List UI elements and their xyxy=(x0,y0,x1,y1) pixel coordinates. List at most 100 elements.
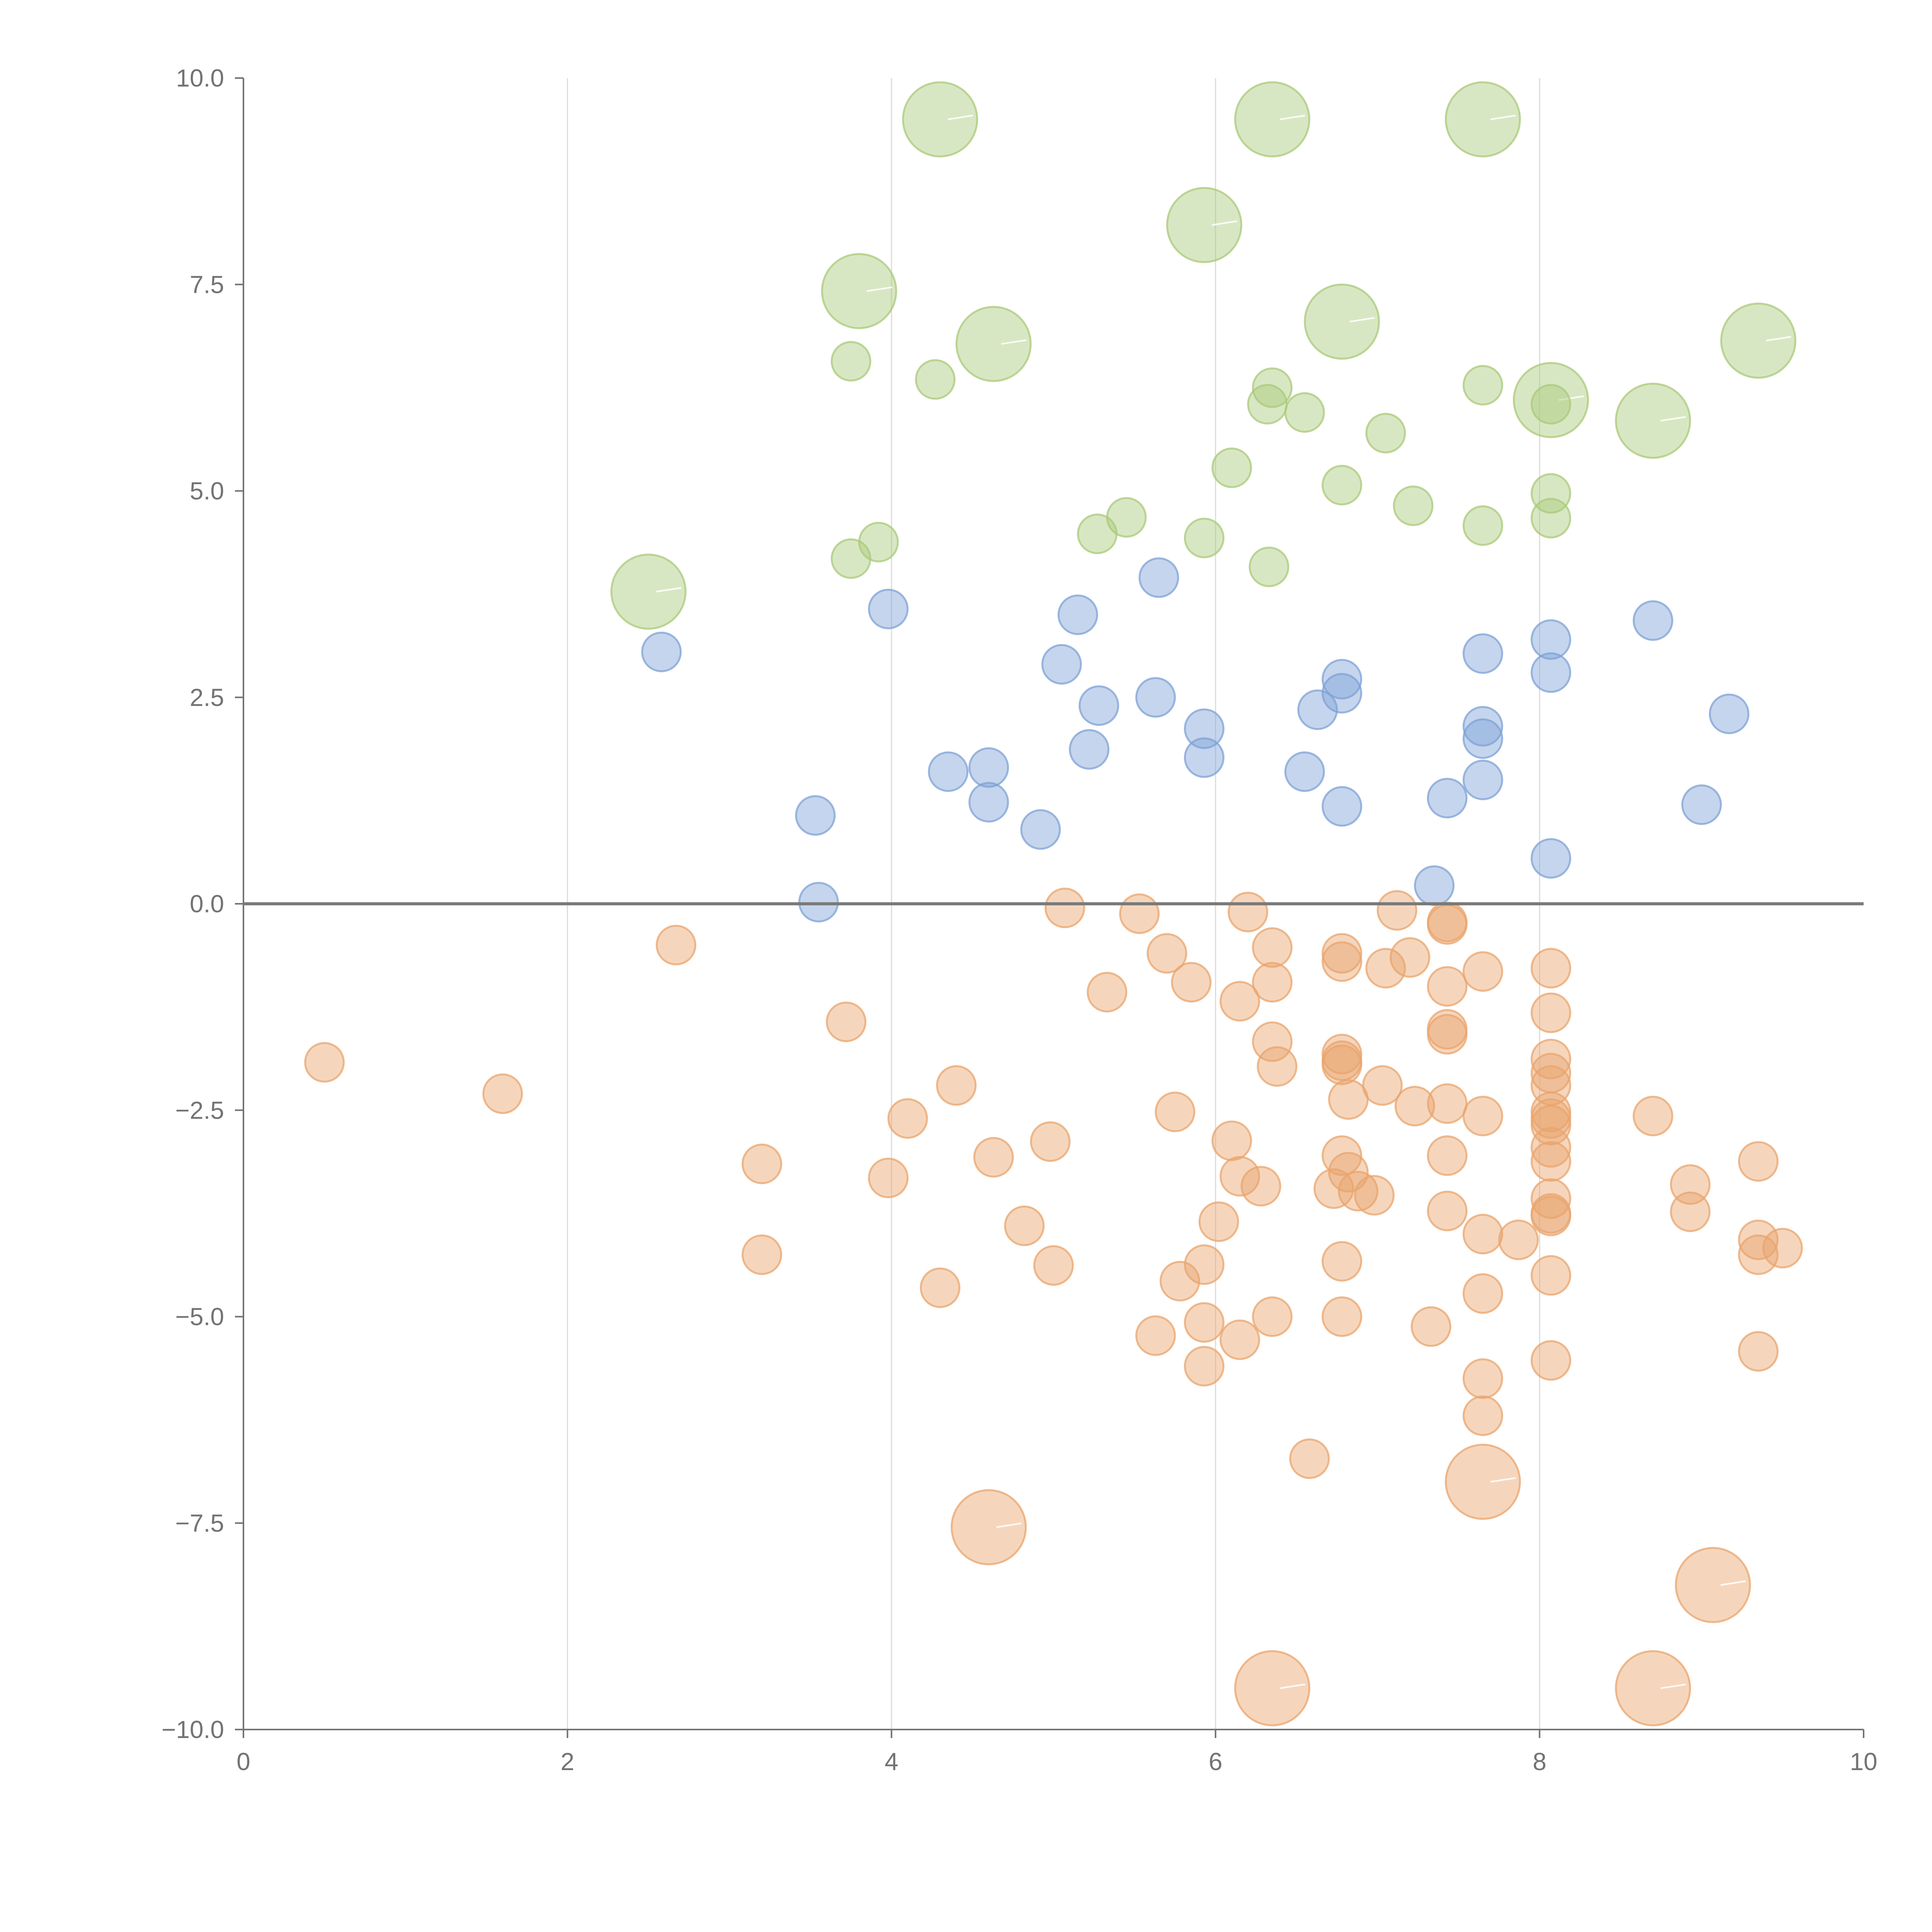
data-point xyxy=(1252,927,1293,968)
data-point xyxy=(1738,1331,1779,1372)
y-tick-label: −7.5 xyxy=(175,1509,224,1537)
data-point xyxy=(1077,514,1118,554)
data-point xyxy=(1463,718,1503,759)
data-point xyxy=(1328,1079,1369,1120)
data-point xyxy=(795,795,836,836)
data-point xyxy=(1463,633,1503,674)
data-point xyxy=(1633,1095,1673,1136)
label-leader-line xyxy=(656,587,682,593)
data-point xyxy=(1463,1095,1503,1136)
data-point xyxy=(1135,1315,1176,1356)
data-point xyxy=(1463,365,1503,406)
data-point xyxy=(1681,784,1722,825)
data-point xyxy=(1321,673,1362,714)
data-point xyxy=(656,925,697,966)
data-point xyxy=(1531,1178,1571,1219)
large-point xyxy=(951,1489,1027,1565)
x-tick-label: 10 xyxy=(1850,1748,1877,1776)
data-point xyxy=(641,631,682,672)
label-leader-line xyxy=(867,286,892,292)
data-point xyxy=(1531,1141,1571,1182)
large-point xyxy=(610,553,687,630)
data-point xyxy=(742,1234,782,1275)
label-leader-line xyxy=(1660,1684,1686,1689)
data-point xyxy=(1531,619,1571,660)
data-point xyxy=(304,1042,345,1083)
data-point xyxy=(1531,1127,1571,1168)
label-leader-line xyxy=(1280,114,1305,120)
label-leader-line xyxy=(1001,339,1027,345)
data-point xyxy=(1427,1190,1468,1231)
large-point xyxy=(1445,1444,1521,1520)
data-point xyxy=(1531,1196,1571,1236)
y-tick-label: 0.0 xyxy=(190,890,224,918)
data-point xyxy=(1321,786,1362,827)
y-tick-label: 10.0 xyxy=(176,64,224,92)
data-point xyxy=(1531,384,1571,425)
data-point xyxy=(936,1065,977,1106)
x-tick-label: 4 xyxy=(884,1748,898,1776)
data-point xyxy=(830,341,871,382)
data-point xyxy=(1328,1152,1369,1193)
data-point xyxy=(1321,941,1362,982)
y-tick-label: 7.5 xyxy=(190,270,224,298)
data-point xyxy=(1033,1245,1074,1286)
data-point xyxy=(1389,937,1430,978)
data-point xyxy=(1427,777,1468,818)
data-point xyxy=(1044,888,1085,929)
y-tick-label: −2.5 xyxy=(175,1096,224,1124)
axes: 0 2 4 6 8 10 10.0 7.5 5.0 2.5 0.0 −2.5 −5.0 −7.5 −10.0 xyxy=(162,64,1878,1776)
large-point xyxy=(1234,81,1311,158)
data-point xyxy=(1427,1135,1468,1176)
data-point xyxy=(1463,1273,1503,1314)
data-point xyxy=(1463,1358,1503,1399)
data-point xyxy=(1531,473,1571,514)
data-point xyxy=(1219,981,1260,1022)
label-leader-line xyxy=(1558,395,1584,401)
data-point xyxy=(1531,652,1571,693)
data-point xyxy=(1119,893,1160,934)
data-point xyxy=(1252,367,1293,408)
data-point xyxy=(1531,1340,1571,1381)
data-point xyxy=(1219,1319,1260,1360)
data-point xyxy=(1410,1306,1451,1347)
data-point xyxy=(1531,1105,1571,1146)
data-point xyxy=(1211,1120,1252,1161)
data-point xyxy=(1289,1438,1330,1479)
data-point xyxy=(1738,1234,1779,1275)
label-leader-line xyxy=(1280,1684,1305,1689)
data-points xyxy=(304,81,1803,1726)
data-point xyxy=(1160,1261,1201,1302)
large-point xyxy=(955,306,1032,382)
data-point xyxy=(1219,1156,1260,1197)
data-point xyxy=(1354,1175,1395,1216)
data-point xyxy=(915,359,956,400)
x-tick-label: 2 xyxy=(561,1748,575,1776)
data-point xyxy=(1463,1395,1503,1436)
data-point xyxy=(1004,1205,1045,1246)
data-point xyxy=(1321,1135,1362,1176)
label-leader-line xyxy=(1660,416,1686,422)
data-point xyxy=(887,1098,928,1139)
data-point xyxy=(1321,465,1362,506)
data-point xyxy=(1184,737,1225,778)
data-point xyxy=(1498,1219,1539,1260)
y-tick-label: 5.0 xyxy=(190,477,224,505)
data-point xyxy=(1738,1141,1779,1182)
x-tick-label: 8 xyxy=(1533,1748,1547,1776)
large-point xyxy=(902,81,978,158)
data-point xyxy=(742,1143,782,1184)
data-point xyxy=(1338,1171,1379,1212)
data-point xyxy=(1155,1092,1196,1133)
data-point xyxy=(1362,1065,1403,1106)
large-point xyxy=(1234,1650,1311,1726)
data-point xyxy=(1531,498,1571,539)
data-point xyxy=(1365,413,1406,454)
data-point xyxy=(1146,933,1187,974)
data-point xyxy=(1030,1121,1071,1162)
data-point xyxy=(868,588,909,629)
data-point xyxy=(1365,948,1406,989)
data-point xyxy=(1531,992,1571,1033)
data-point xyxy=(1427,904,1468,945)
label-leader-line xyxy=(947,114,973,120)
